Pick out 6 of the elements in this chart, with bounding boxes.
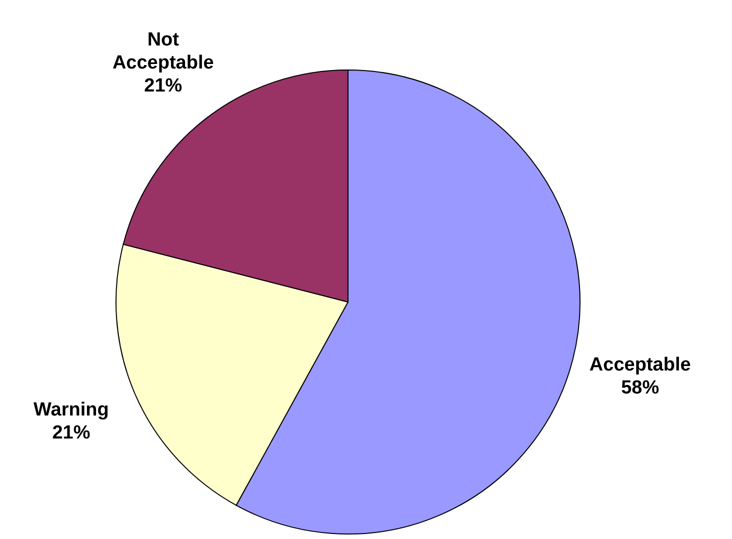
data-label: 58% bbox=[621, 378, 660, 399]
data-label: 21% bbox=[144, 76, 182, 97]
slice-label: Acceptable bbox=[589, 354, 691, 376]
slice-label: Not Acceptable bbox=[112, 30, 214, 74]
data-label: 21% bbox=[52, 422, 90, 444]
slice-label: Warning bbox=[34, 399, 109, 420]
